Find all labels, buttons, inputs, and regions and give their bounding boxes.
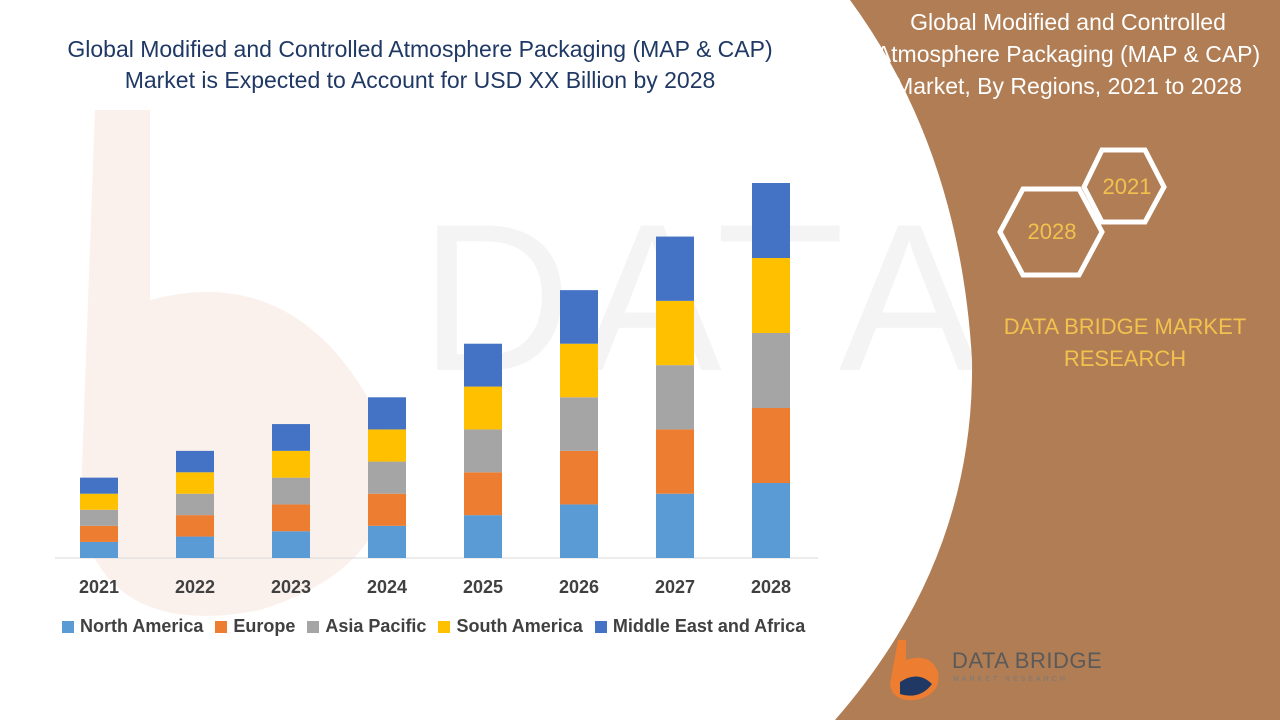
legend-swatch	[62, 620, 74, 633]
bar-2023-europe	[272, 504, 310, 532]
watermark-logo	[80, 110, 388, 616]
hexagon-2021	[1081, 147, 1167, 225]
bar-2026-europe	[560, 450, 598, 505]
x-tick-2021: 2021	[79, 577, 119, 597]
x-tick-labels: 2021 2022 2023 2024 2025 2026 2027 2028	[79, 577, 791, 597]
bar-2023-asia-pacific	[272, 477, 310, 505]
bar-2025-south-america	[464, 386, 502, 430]
logo-mark	[890, 640, 939, 701]
bar-2027-europe	[656, 429, 694, 494]
legend-item: South America	[438, 616, 583, 637]
x-tick-2022: 2022	[175, 577, 215, 597]
bar-2028-asia-pacific	[752, 333, 790, 408]
legend-label: Europe	[233, 616, 296, 636]
logo-name: DATA BRIDGE	[952, 648, 1103, 673]
bar-2027-north-america	[656, 493, 694, 558]
bar-2028-south-america	[752, 258, 790, 333]
bar-2024-south-america	[368, 429, 406, 462]
bar-2021-asia-pacific	[80, 509, 118, 526]
bar-2026-asia-pacific	[560, 397, 598, 451]
legend-swatch	[594, 620, 607, 633]
bar-2025-north-america	[464, 515, 502, 558]
hex-label-2028: 2028	[1027, 219, 1077, 244]
bar-2025-asia-pacific	[464, 429, 502, 473]
legend-label: Middle East and Africa	[612, 616, 806, 636]
bar-2023-north-america	[272, 531, 310, 558]
bar-2026-north-america	[560, 504, 598, 558]
bar-2025-middle-east-and-africa	[464, 343, 502, 387]
legend-swatch	[307, 620, 320, 633]
chart-title: Global Modified and Controlled Atmospher…	[67, 36, 773, 93]
bar-2023-south-america	[272, 450, 310, 478]
bar-2028-europe	[752, 408, 790, 483]
x-tick-2023: 2023	[271, 577, 311, 597]
bar-2021-south-america	[80, 493, 118, 510]
bar-2025-europe	[464, 472, 502, 516]
bar-2022-north-america	[176, 536, 214, 558]
x-tick-2027: 2027	[655, 577, 695, 597]
legend-item: North America	[62, 616, 203, 637]
bar-2022-asia-pacific	[176, 493, 214, 516]
legend-swatch	[438, 620, 451, 633]
legend-item: Europe	[215, 616, 295, 637]
x-tick-2024: 2024	[367, 577, 407, 597]
brand-name: DATA BRIDGE MARKET RESEARCH	[1003, 314, 1247, 371]
legend-label: South America	[456, 616, 583, 636]
bar-2024-europe	[368, 493, 406, 526]
bar-2022-middle-east-and-africa	[176, 450, 214, 473]
x-tick-2026: 2026	[559, 577, 599, 597]
legend-label: Asia Pacific	[325, 616, 427, 636]
bar-2024-asia-pacific	[368, 461, 406, 494]
bar-2022-europe	[176, 515, 214, 537]
bar-2026-south-america	[560, 343, 598, 398]
panel-title: Global Modified and Controlled Atmospher…	[875, 9, 1261, 99]
hex-label-2021: 2021	[1102, 174, 1152, 199]
bar-2027-south-america	[656, 300, 694, 366]
legend-label: North America	[80, 616, 204, 636]
bar-2028-north-america	[752, 483, 790, 558]
bar-2027-asia-pacific	[656, 365, 694, 430]
bars-group	[80, 183, 790, 558]
bar-2024-middle-east-and-africa	[368, 397, 406, 430]
legend-swatch	[215, 620, 228, 633]
bar-2021-middle-east-and-africa	[80, 477, 118, 494]
side-panel	[835, 0, 1280, 720]
bar-2027-middle-east-and-africa	[656, 236, 694, 301]
bar-2023-middle-east-and-africa	[272, 424, 310, 451]
legend-item: Middle East and Africa	[594, 616, 806, 637]
bar-2022-south-america	[176, 472, 214, 494]
logo-tagline: MARKET RESEARCH	[953, 676, 1068, 683]
hexagon-2028	[997, 186, 1105, 278]
legend-item: Asia Pacific	[307, 616, 426, 637]
bar-2028-middle-east-and-africa	[752, 183, 790, 258]
bar-2026-middle-east-and-africa	[560, 290, 598, 344]
bar-2021-north-america	[80, 541, 118, 558]
x-tick-2028: 2028	[751, 577, 791, 597]
bar-2024-north-america	[368, 525, 406, 558]
bar-2021-europe	[80, 525, 118, 542]
legend: North America Europe Asia Pacific South Ame…	[62, 616, 805, 637]
x-tick-2025: 2025	[463, 577, 503, 597]
